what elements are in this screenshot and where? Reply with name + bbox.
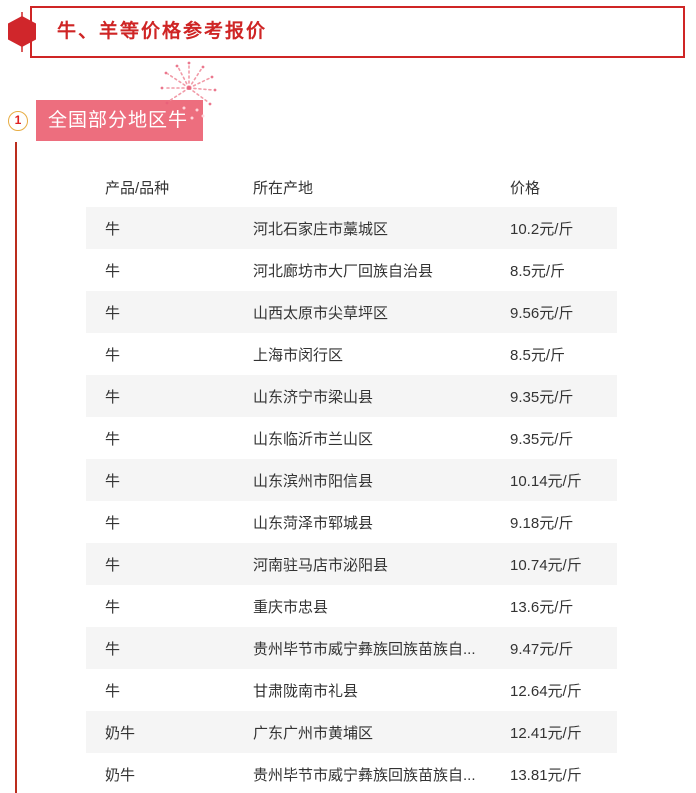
table-row: 牛 山东临沂市兰山区 9.35元/斤 bbox=[86, 417, 617, 459]
product-cell: 奶牛 bbox=[105, 766, 136, 784]
section-badge: 全国部分地区牛价 bbox=[36, 100, 203, 172]
price-cell: 12.64元/斤 bbox=[510, 682, 582, 700]
product-cell: 牛 bbox=[105, 346, 121, 364]
table-row: 牛 山东菏泽市郓城县 9.18元/斤 bbox=[86, 501, 617, 543]
origin-cell: 河南驻马店市泌阳县 bbox=[253, 556, 389, 574]
origin-cell: 山东滨州市阳信县 bbox=[253, 472, 374, 490]
price-table: 产品/品种 所在产地 价格 牛 河北石家庄市藁城区 10.2元/斤 牛 河北廊坊… bbox=[86, 168, 617, 793]
origin-cell: 广东广州市黄埔区 bbox=[253, 724, 374, 742]
hexagon-icon bbox=[6, 12, 40, 57]
product-cell: 牛 bbox=[105, 430, 121, 448]
product-cell: 牛 bbox=[105, 262, 121, 280]
table-row: 牛 河北廊坊市大厂回族自治县 8.5元/斤 bbox=[86, 249, 617, 291]
product-cell: 牛 bbox=[105, 304, 121, 322]
header-price: 价格 bbox=[510, 180, 541, 197]
price-cell: 9.18元/斤 bbox=[510, 514, 574, 532]
table-row: 牛 甘肃陇南市礼县 12.64元/斤 bbox=[86, 669, 617, 711]
section-number-badge: 1 bbox=[8, 111, 28, 131]
table-row: 牛 河北石家庄市藁城区 10.2元/斤 bbox=[86, 207, 617, 249]
origin-cell: 山西太原市尖草坪区 bbox=[253, 304, 389, 322]
table-header-row: 产品/品种 所在产地 价格 bbox=[86, 168, 617, 207]
table-row: 牛 重庆市忠县 13.6元/斤 bbox=[86, 585, 617, 627]
product-cell: 牛 bbox=[105, 640, 121, 658]
table-body: 牛 河北石家庄市藁城区 10.2元/斤 牛 河北廊坊市大厂回族自治县 8.5元/… bbox=[86, 207, 617, 793]
table-row: 牛 上海市闵行区 8.5元/斤 bbox=[86, 333, 617, 375]
header-product: 产品/品种 bbox=[105, 180, 170, 197]
price-cell: 8.5元/斤 bbox=[510, 262, 566, 280]
origin-cell: 贵州毕节市威宁彝族回族苗族自... bbox=[253, 640, 476, 658]
header-origin: 所在产地 bbox=[253, 180, 314, 197]
origin-cell: 山东临沂市兰山区 bbox=[253, 430, 374, 448]
price-cell: 13.6元/斤 bbox=[510, 598, 574, 616]
price-cell: 10.74元/斤 bbox=[510, 556, 582, 574]
origin-cell: 河北廊坊市大厂回族自治县 bbox=[253, 262, 434, 280]
origin-cell: 河北石家庄市藁城区 bbox=[253, 220, 389, 238]
product-cell: 牛 bbox=[105, 682, 121, 700]
product-cell: 牛 bbox=[105, 220, 121, 238]
origin-cell: 山东济宁市梁山县 bbox=[253, 388, 374, 406]
left-accent-line bbox=[15, 142, 17, 793]
price-cell: 12.41元/斤 bbox=[510, 724, 582, 742]
product-cell: 牛 bbox=[105, 514, 121, 532]
table-row: 牛 山东济宁市梁山县 9.35元/斤 bbox=[86, 375, 617, 417]
origin-cell: 上海市闵行区 bbox=[253, 346, 344, 364]
price-cell: 9.35元/斤 bbox=[510, 388, 574, 406]
origin-cell: 甘肃陇南市礼县 bbox=[253, 682, 359, 700]
price-cell: 9.35元/斤 bbox=[510, 430, 574, 448]
price-cell: 9.47元/斤 bbox=[510, 640, 574, 658]
banner-title: 牛、羊等价格参考报价 bbox=[57, 21, 268, 42]
price-cell: 10.2元/斤 bbox=[510, 220, 574, 238]
table-row: 奶牛 广东广州市黄埔区 12.41元/斤 bbox=[86, 711, 617, 753]
table-row: 牛 山西太原市尖草坪区 9.56元/斤 bbox=[86, 291, 617, 333]
table-row: 牛 贵州毕节市威宁彝族回族苗族自... 9.47元/斤 bbox=[86, 627, 617, 669]
table-row: 牛 河南驻马店市泌阳县 10.74元/斤 bbox=[86, 543, 617, 585]
product-cell: 牛 bbox=[105, 472, 121, 490]
origin-cell: 重庆市忠县 bbox=[253, 598, 329, 616]
product-cell: 奶牛 bbox=[105, 724, 136, 742]
price-cell: 13.81元/斤 bbox=[510, 766, 582, 784]
origin-cell: 山东菏泽市郓城县 bbox=[253, 514, 374, 532]
product-cell: 牛 bbox=[105, 388, 121, 406]
price-cell: 10.14元/斤 bbox=[510, 472, 582, 490]
origin-cell: 贵州毕节市威宁彝族回族苗族自... bbox=[253, 766, 476, 784]
product-cell: 牛 bbox=[105, 598, 121, 616]
table-row: 奶牛 贵州毕节市威宁彝族回族苗族自... 13.81元/斤 bbox=[86, 753, 617, 793]
price-cell: 9.56元/斤 bbox=[510, 304, 574, 322]
table-row: 牛 山东滨州市阳信县 10.14元/斤 bbox=[86, 459, 617, 501]
product-cell: 牛 bbox=[105, 556, 121, 574]
price-cell: 8.5元/斤 bbox=[510, 346, 566, 364]
